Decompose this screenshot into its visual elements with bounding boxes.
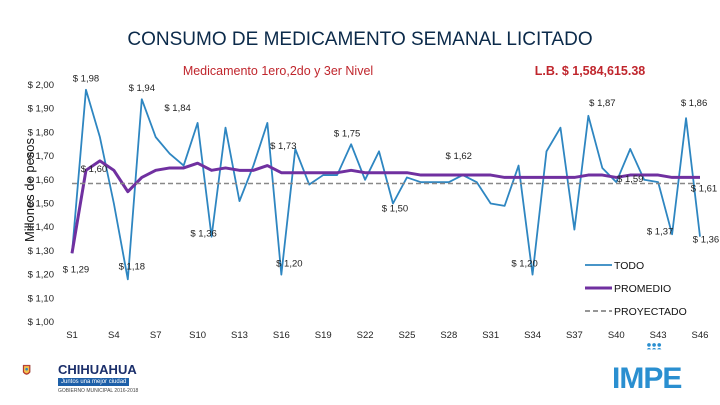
y-tick-label: $ 2,00 <box>28 80 54 91</box>
series-group <box>70 88 701 281</box>
data-label: $ 1,98 <box>73 74 99 85</box>
x-tick-label: S40 <box>608 330 625 341</box>
x-tick-label: S37 <box>566 330 583 341</box>
legend-group: TODO PROMEDIO PROYECTADO <box>585 260 687 318</box>
data-label: $ 1,73 <box>270 141 296 152</box>
x-tick-label: S16 <box>273 330 290 341</box>
data-label: $ 1,50 <box>382 204 408 215</box>
y-tick-label: $ 1,30 <box>28 246 54 257</box>
data-label: $ 1,20 <box>511 259 537 270</box>
series-line-todo <box>71 88 701 281</box>
data-label: $ 1,36 <box>693 235 719 246</box>
x-tick-label: S22 <box>357 330 374 341</box>
legend-label-proyectado: PROYECTADO <box>614 306 687 318</box>
y-tick-label: $ 1,40 <box>28 222 54 233</box>
legend-label-promedio: PROMEDIO <box>614 283 671 295</box>
data-label: $ 1,29 <box>63 264 89 275</box>
y-tick-label: $ 1,60 <box>28 175 54 186</box>
chihuahua-logo-slogan: Juntos una mejor ciudad <box>58 378 130 386</box>
impe-people-icon <box>646 343 662 350</box>
x-tick-label: S13 <box>231 330 248 341</box>
x-tick-label: S31 <box>482 330 499 341</box>
chart-title: CONSUMO DE MEDICAMENTO SEMANAL LICITADO <box>127 29 592 50</box>
chihuahua-logo-text: CHIHUAHUA <box>58 362 137 377</box>
x-tick-label: S1 <box>66 330 78 341</box>
x-tick-label: S43 <box>650 330 667 341</box>
x-tick-label: S25 <box>398 330 415 341</box>
y-tick-label: $ 1,00 <box>28 317 54 328</box>
x-tick-label: S4 <box>108 330 120 341</box>
data-label: $ 1,75 <box>334 128 360 139</box>
chihuahua-shield-icon <box>22 364 31 375</box>
data-label: $ 1,86 <box>681 98 707 109</box>
data-labels-group: $ 1,98 $ 1,94 $ 1,84 $ 1,87 $ 1,86 $ 1,73 $ 1,… <box>63 74 719 276</box>
legend-label-todo: TODO <box>614 260 644 272</box>
y-tick-label: $ 1,70 <box>28 151 54 162</box>
x-tick-label: S46 <box>692 330 709 341</box>
x-tick-label: S7 <box>150 330 162 341</box>
y-tick-label: $ 1,80 <box>28 127 54 138</box>
data-label: $ 1,37 <box>647 226 673 237</box>
x-tick-label: S19 <box>315 330 332 341</box>
chihuahua-logo-caption: GOBIERNO MUNICIPAL 2016-2018 <box>58 388 139 394</box>
data-label: $ 1,18 <box>119 261 145 272</box>
axes-group: $ 1,00 $ 1,10 $ 1,20 $ 1,30 $ 1,40 $ 1,50 $ 1,… <box>28 80 709 341</box>
y-tick-label: $ 1,10 <box>28 293 54 304</box>
data-label: $ 1,84 <box>164 103 190 114</box>
data-label: $ 1,87 <box>589 98 615 109</box>
y-tick-label: $ 1,50 <box>28 199 54 210</box>
data-label: $ 1,62 <box>446 151 472 162</box>
data-label: $ 1,61 <box>691 183 717 194</box>
x-tick-label: S10 <box>189 330 206 341</box>
series-line-promedio <box>70 159 700 254</box>
data-label: $ 1,60 <box>81 164 107 175</box>
x-tick-label: S34 <box>524 330 541 341</box>
y-tick-label: $ 1,20 <box>28 270 54 281</box>
y-tick-label: $ 1,90 <box>28 104 54 115</box>
data-label: $ 1,94 <box>129 83 155 94</box>
chart-subtitle-right: L.B. $ 1,584,615.38 <box>535 64 646 78</box>
chart-subtitle-left: Medicamento 1ero,2do y 3er Nivel <box>183 64 373 78</box>
data-label: $ 1,36 <box>190 229 216 240</box>
impe-logo-text: IMPE <box>612 362 682 395</box>
data-label: $ 1,20 <box>276 259 302 270</box>
x-tick-label: S28 <box>440 330 457 341</box>
y-axis-label: Millones de pesos <box>22 137 37 242</box>
data-label: $ 1,59 <box>617 174 643 185</box>
